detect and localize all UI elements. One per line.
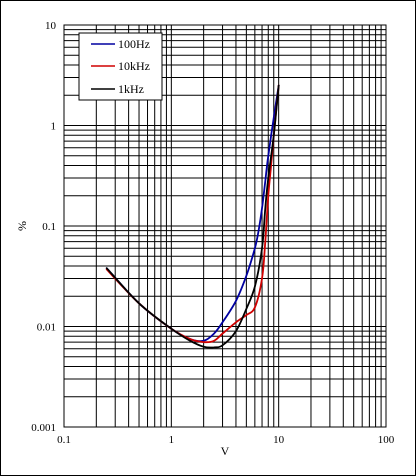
series-line-100hz <box>105 84 280 343</box>
legend-entry-100hz: 100Hz <box>118 37 150 51</box>
legend-entry-1khz: 1kHz <box>118 82 144 96</box>
legend-entry-10khz: 10kHz <box>118 59 150 73</box>
series-line-10khz <box>105 84 280 344</box>
x-tick-label: 10 <box>273 434 285 446</box>
y-tick-label: 10 <box>45 20 57 32</box>
x-tick-label: 100 <box>378 434 395 446</box>
y-axis-label: % <box>15 221 29 231</box>
plot-area-border <box>63 24 387 428</box>
y-tick-label: 0.1 <box>42 221 56 233</box>
series-lines <box>105 84 280 349</box>
x-tick-label: 0.1 <box>57 434 71 446</box>
y-tick-label: 1 <box>51 121 57 133</box>
tick-labels: 0.1 1 10 100 0.001 0.01 0.1 1 10 <box>31 20 395 446</box>
y-tick-label: 0.001 <box>31 422 56 434</box>
legend: 100Hz 10kHz 1kHz <box>78 32 163 101</box>
series-line-1khz <box>105 84 280 349</box>
y-tick-label: 0.01 <box>37 322 56 334</box>
x-tick-label: 1 <box>169 434 175 446</box>
x-axis-label: V <box>221 444 230 458</box>
